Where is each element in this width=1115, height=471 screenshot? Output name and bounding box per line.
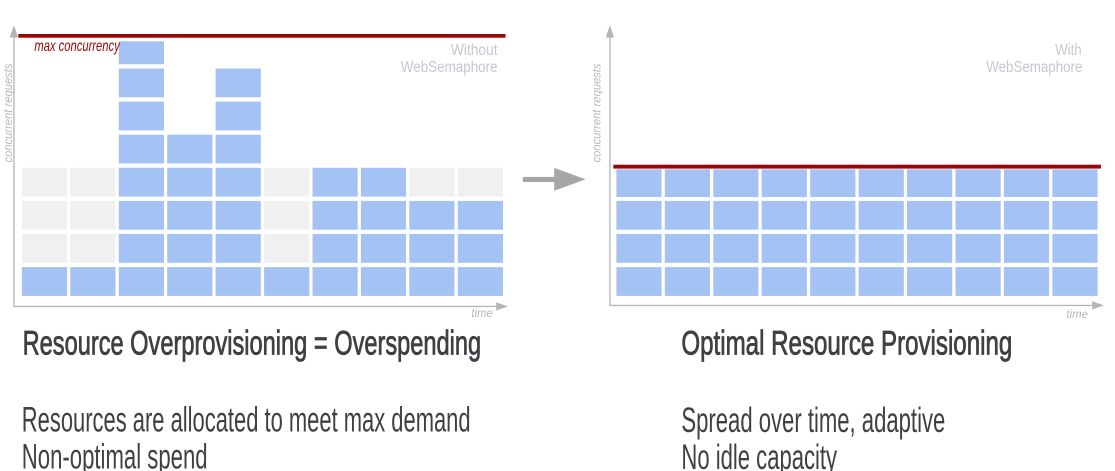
svg-text:time: time [1067,307,1089,321]
svg-text:No idle capacity: No idle capacity [681,438,837,471]
svg-text:Optimal Resource Provisioning: Optimal Resource Provisioning [681,325,1012,363]
svg-text:time: time [471,306,493,320]
svg-text:Non-optimal spend: Non-optimal spend [22,437,208,471]
svg-text:Resources are allocated to mee: Resources are allocated to meet max dema… [22,401,471,440]
svg-text:max concurrency: max concurrency [34,38,120,55]
svg-text:Spread over time, adaptive: Spread over time, adaptive [681,401,945,440]
svg-text:concurrent requests: concurrent requests [590,64,604,163]
svg-text:With: With [1055,42,1082,59]
svg-text:Without: Without [451,42,498,59]
svg-text:WebSemaphore: WebSemaphore [986,59,1082,76]
svg-text:WebSemaphore: WebSemaphore [401,59,498,76]
svg-text:concurrent requests: concurrent requests [1,64,15,163]
svg-text:Resource Overprovisioning = Ov: Resource Overprovisioning = Overspending [23,325,482,363]
